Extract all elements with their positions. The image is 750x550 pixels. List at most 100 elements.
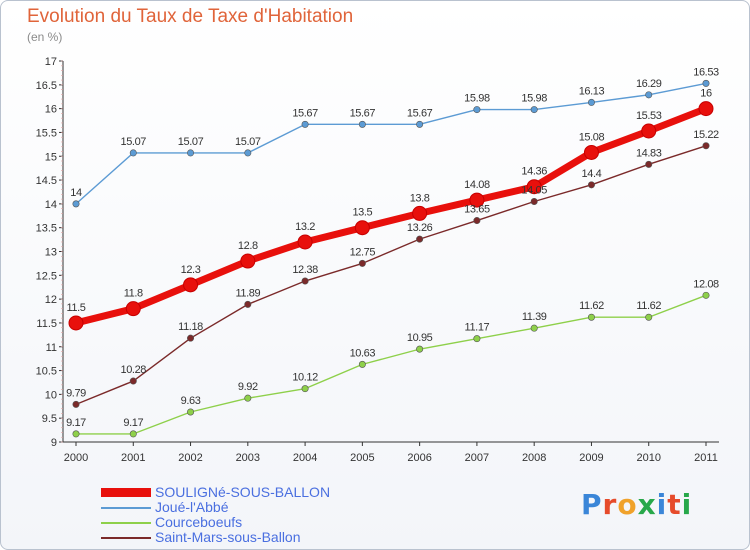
data-point (358, 120, 366, 128)
y-tick-label: 13 (45, 247, 57, 259)
data-label: 15.53 (636, 110, 662, 122)
data-label: 15.07 (235, 136, 261, 148)
series-line-0 (75, 105, 708, 327)
logo-letter: i (656, 488, 668, 521)
data-point (358, 259, 366, 267)
y-tick-label: 16.5 (36, 80, 57, 92)
data-point (469, 192, 485, 208)
data-point (416, 235, 424, 243)
x-tick-label: 2007 (465, 452, 489, 464)
data-point (702, 291, 710, 299)
data-point (412, 205, 428, 221)
data-point (129, 377, 137, 385)
logo-letter: x (637, 488, 657, 521)
data-label: 12.8 (238, 240, 258, 252)
y-tick-label: 11 (46, 342, 57, 354)
data-point (187, 149, 195, 157)
y-tick-label: 12.5 (36, 270, 57, 282)
y-tick-label: 15 (45, 151, 57, 163)
x-tick-label: 2010 (636, 452, 660, 464)
data-label: 10.12 (292, 372, 318, 384)
data-label: 14.36 (521, 166, 547, 178)
data-point (473, 217, 481, 225)
data-label: 11.17 (465, 322, 490, 334)
data-label: 12.3 (181, 264, 201, 276)
series-line-3 (75, 145, 707, 406)
y-tick-label: 13.5 (36, 223, 57, 235)
data-point (416, 120, 424, 128)
legend-label: SOULIGNé-SOUS-BALLON (155, 484, 331, 500)
data-point (301, 385, 309, 393)
data-label: 10.28 (121, 364, 147, 376)
data-label: 13.5 (352, 207, 372, 219)
data-label: 9.17 (123, 417, 143, 429)
data-point (129, 430, 137, 438)
series-line-2 (76, 294, 707, 435)
data-label: 9.17 (66, 417, 86, 429)
data-point (240, 253, 256, 269)
data-point (183, 277, 199, 293)
data-label: 14.08 (464, 179, 490, 191)
data-point (641, 123, 657, 139)
data-point (187, 408, 195, 416)
data-label: 14 (70, 187, 82, 199)
data-point (301, 120, 309, 128)
data-point (702, 142, 710, 150)
y-tick-label: 9.5 (42, 413, 57, 425)
chart-subtitle: (en %) (27, 30, 63, 44)
data-labels-layer: 14 15.07 15.07 15.07 15.67 15.67 15.67 15.98 15.… (66, 66, 719, 429)
data-point (244, 394, 252, 402)
data-label: 15.67 (292, 107, 318, 119)
data-label: 10.63 (350, 347, 376, 359)
y-tick-label: 11.5 (36, 318, 57, 330)
series-layer (68, 79, 714, 438)
data-point (187, 334, 195, 342)
logo-letter: o (617, 488, 638, 521)
y-tick-label: 10.5 (36, 366, 57, 378)
legend-swatch (101, 507, 151, 509)
data-point (244, 300, 252, 308)
data-label: 11.39 (522, 311, 547, 323)
x-tick-label: 2001 (121, 452, 145, 464)
data-point (244, 149, 252, 157)
data-label: 12.75 (350, 246, 376, 258)
data-label: 14.83 (636, 147, 662, 159)
data-label: 13.8 (410, 192, 430, 204)
data-label: 14.05 (521, 184, 547, 196)
data-point (473, 335, 481, 343)
data-label: 11.18 (178, 321, 203, 333)
data-point (587, 181, 595, 189)
data-point (583, 144, 599, 160)
data-label: 9.63 (181, 395, 201, 407)
data-label: 15.67 (350, 107, 376, 119)
data-point (645, 160, 653, 168)
data-point (473, 106, 481, 114)
y-tick-label: 14 (45, 199, 57, 211)
data-label: 15.98 (521, 93, 547, 105)
data-label: 10.95 (407, 332, 433, 344)
data-point (530, 197, 538, 205)
y-tick-label: 14.5 (36, 175, 57, 187)
x-tick-label: 2002 (178, 452, 202, 464)
data-point (358, 360, 366, 368)
data-label: 13.65 (464, 204, 490, 216)
data-point (702, 79, 710, 87)
logo-letter: i (681, 488, 693, 521)
data-point (125, 301, 141, 317)
data-label: 15.98 (464, 93, 490, 105)
y-tick-label: 16 (45, 104, 57, 116)
data-point (530, 106, 538, 114)
data-label: 11.62 (636, 300, 661, 312)
data-label: 14.4 (582, 168, 602, 180)
data-label: 16 (700, 88, 712, 100)
data-point (129, 149, 137, 157)
legend-swatch (101, 537, 151, 539)
data-label: 15.07 (121, 136, 147, 148)
data-point (72, 400, 80, 408)
x-tick-label: 2009 (579, 452, 603, 464)
legend-label: Joué-l'Abbé (155, 499, 229, 515)
data-label: 13.2 (295, 221, 315, 233)
data-label: 15.08 (579, 131, 605, 143)
